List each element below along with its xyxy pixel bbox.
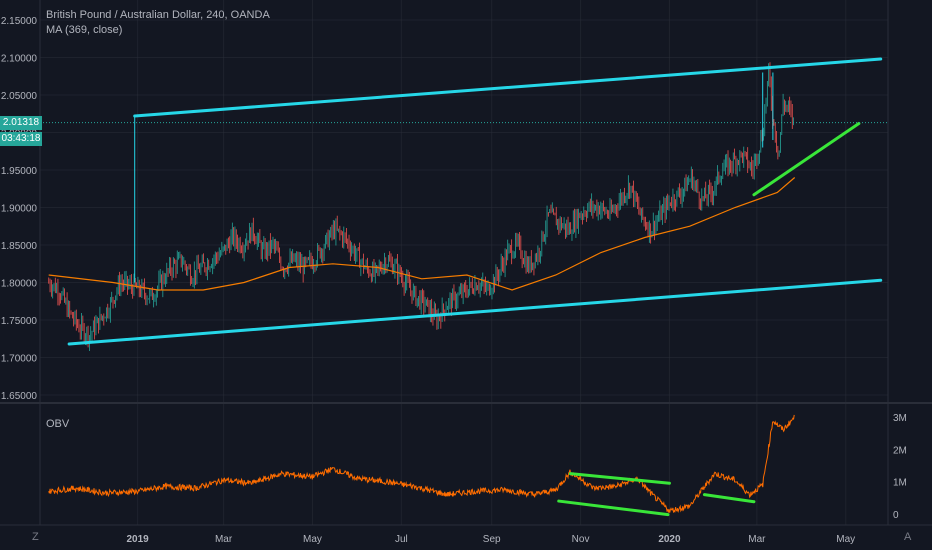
price-tick-label: 2.05000: [1, 91, 38, 102]
price-tick-label: 1.75000: [1, 316, 38, 327]
time-tick-label: Sep: [483, 534, 501, 545]
price-tick-label: 1.80000: [1, 279, 38, 290]
channel-line: [67, 278, 883, 346]
chart-grid: [40, 0, 888, 525]
obv-tick-label: 1M: [893, 478, 907, 489]
price-tick-label: 1.90000: [1, 204, 38, 215]
time-tick-label: Mar: [215, 534, 233, 545]
obv-annotations[interactable]: [557, 472, 756, 517]
ma-indicator-label[interactable]: MA (369, close): [46, 24, 123, 36]
price-tick-label: 1.65000: [1, 391, 38, 402]
auto-scale-toggle[interactable]: A: [904, 531, 912, 543]
obv-axis: 3M 2M 1M 0: [893, 413, 907, 521]
obv-trendline: [702, 493, 756, 504]
obv-tick-label: 0: [893, 510, 899, 521]
moving-average-series: [48, 177, 796, 291]
time-tick-label: Nov: [572, 534, 590, 545]
ma-line: [48, 177, 796, 291]
price-tick-label: 1.95000: [1, 166, 38, 177]
price-tick-label: 1.70000: [1, 354, 38, 365]
last-price-badge: 2.01318: [0, 116, 42, 130]
countdown-badge: 03:43:18: [0, 132, 42, 146]
channel-line: [133, 57, 883, 118]
price-tick-label: 2.10000: [1, 54, 38, 65]
symbol-title: British Pound / Australian Dollar, 240, …: [46, 9, 270, 21]
time-tick-label: May: [303, 534, 322, 545]
obv-tick-label: 2M: [893, 445, 907, 456]
timezone-toggle[interactable]: Z: [32, 531, 39, 543]
time-tick-label: Mar: [748, 534, 766, 545]
obv-series: [48, 414, 795, 514]
obv-line: [48, 414, 795, 514]
time-tick-label: May: [836, 534, 855, 545]
support-trendline: [752, 122, 861, 197]
obv-legend[interactable]: OBV: [46, 418, 70, 430]
main-legend: British Pound / Australian Dollar, 240, …: [46, 8, 270, 38]
obv-trendline: [568, 472, 671, 485]
time-tick-label: 2019: [126, 534, 149, 545]
chart-frame: [0, 0, 932, 526]
time-tick-label: Jul: [395, 534, 408, 545]
price-annotations[interactable]: [40, 57, 888, 346]
price-tick-label: 1.85000: [1, 241, 38, 252]
candlestick-series: [48, 62, 794, 351]
time-tick-label: 2020: [658, 534, 681, 545]
time-axis: 2019 Mar May Jul Sep Nov 2020 Mar May: [126, 534, 855, 545]
obv-tick-label: 3M: [893, 413, 907, 424]
price-tick-label: 2.15000: [1, 16, 38, 27]
obv-trendline: [557, 499, 670, 517]
price-axis: 2.150002.100002.050002.000001.950001.900…: [1, 16, 38, 402]
